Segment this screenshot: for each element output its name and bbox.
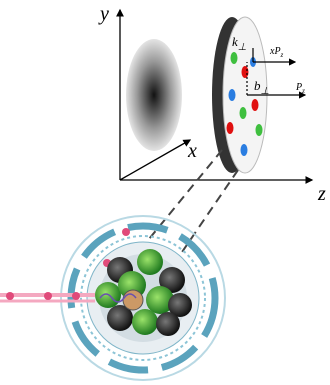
- k-subscript: ⊥: [238, 42, 247, 53]
- diagram: y z x k⊥ xPz b⊥ Pz: [0, 0, 330, 385]
- b-subscript: ⊥: [261, 86, 270, 97]
- xpz-symbol: xP: [269, 46, 281, 57]
- xpz-label: xPz: [269, 46, 284, 59]
- pz-subscript: z: [301, 87, 305, 95]
- y-axis-label: y: [98, 3, 109, 25]
- x-axis-label: x: [187, 140, 197, 162]
- density-blob: [126, 39, 182, 151]
- xpz-subscript: z: [280, 51, 284, 59]
- pz-label: Pz: [295, 82, 305, 95]
- z-axis-label: z: [317, 183, 326, 205]
- pz-symbol: P: [295, 82, 302, 93]
